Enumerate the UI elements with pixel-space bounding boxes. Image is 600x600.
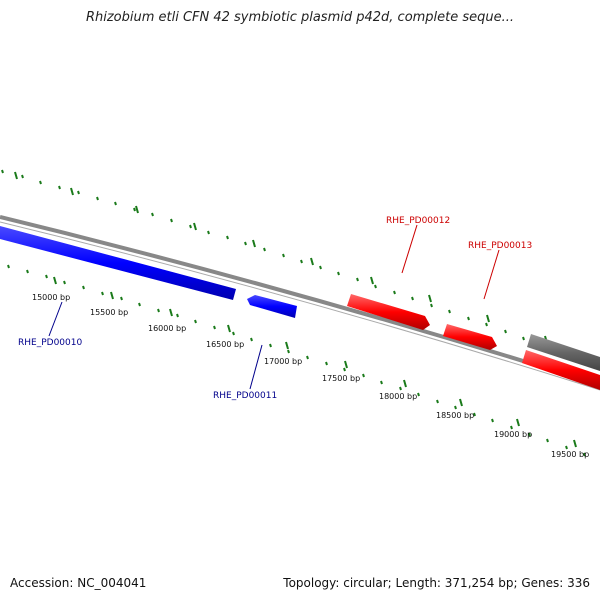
gene-leader-line (249, 344, 263, 390)
outer-major-ticks (14, 171, 548, 344)
gene-label-rhe-pd00011[interactable]: RHE_PD00011 (213, 391, 277, 401)
tick-label: 15500 bp (90, 308, 128, 317)
gene-gray-segment[interactable] (527, 334, 600, 371)
gene-rhe-pd00011-arrow[interactable] (247, 295, 297, 318)
gene-leader-line (48, 301, 63, 337)
gene-label-rhe-pd00013[interactable]: RHE_PD00013 (468, 241, 532, 251)
backbone-outer-line (0, 215, 600, 387)
tick-label: 16000 bp (148, 324, 186, 333)
gene-label-rhe-pd00012[interactable]: RHE_PD00012 (386, 216, 450, 226)
tick-label: 17000 bp (264, 357, 302, 366)
tick-label: 16500 bp (206, 340, 244, 349)
gene-label-rhe-pd00010[interactable]: RHE_PD00010 (18, 338, 82, 348)
gene-rhe-pd00012-arrow[interactable] (347, 294, 430, 330)
gene-red-segment[interactable] (522, 350, 600, 390)
inner-tick-row (7, 264, 586, 457)
gene-leader-line (401, 224, 418, 274)
accession-text: Accession: NC_004041 (10, 576, 147, 590)
outer-tick-row (1, 169, 598, 368)
tick-label: 18000 bp (379, 392, 417, 401)
plasmid-title: Rhizobium etli CFN 42 symbiotic plasmid … (85, 10, 515, 25)
tick-label: 17500 bp (322, 374, 360, 383)
gene-leader-line (483, 249, 500, 300)
inner-major-ticks (53, 276, 577, 448)
tick-label: 19500 bp (551, 450, 589, 459)
tick-label: 15000 bp (32, 293, 70, 302)
gene-rhe-pd00013-arrow[interactable] (443, 324, 497, 350)
tick-label: 19000 bp (494, 430, 532, 439)
backbone-inner-line (0, 221, 600, 391)
tick-label: 18500 bp (436, 411, 474, 420)
gene-rhe-pd00010-arrow[interactable] (0, 226, 236, 300)
topology-summary: Topology: circular; Length: 371,254 bp; … (283, 576, 590, 590)
